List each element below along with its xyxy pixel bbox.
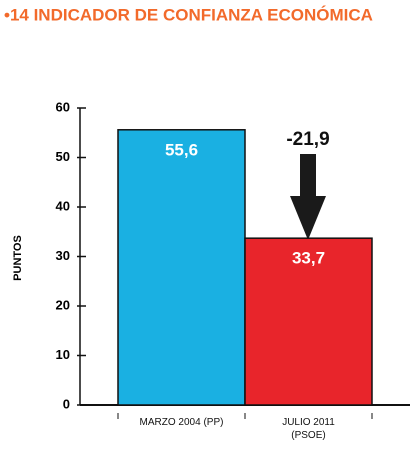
chart-title: •14 INDICADOR DE CONFIANZA ECONÓMICA (4, 5, 373, 24)
annotation: -21,9 (286, 129, 329, 150)
y-tick-label: 50 (56, 149, 70, 164)
y-tick-label: 40 (56, 198, 70, 213)
y-tick-label: 10 (56, 347, 70, 362)
y-tick-label: 0 (63, 396, 70, 411)
y-tick-label: 20 (56, 297, 70, 312)
value-label: 55,6 (165, 140, 198, 159)
value-label: 33,7 (292, 249, 325, 268)
x-tick-label: MARZO 2004 (PP) (139, 417, 224, 428)
y-tick-label: 60 (56, 99, 70, 114)
arrow (290, 154, 326, 240)
arrow-shaft (300, 154, 316, 204)
x-tick-label: JULIO 2011 (PSOE) (282, 417, 335, 441)
y-axis-label: PUNTOS (12, 235, 24, 281)
bar (244, 237, 373, 406)
y-tick-label: 30 (56, 248, 70, 263)
arrow-head (290, 196, 326, 240)
bar (117, 129, 246, 406)
